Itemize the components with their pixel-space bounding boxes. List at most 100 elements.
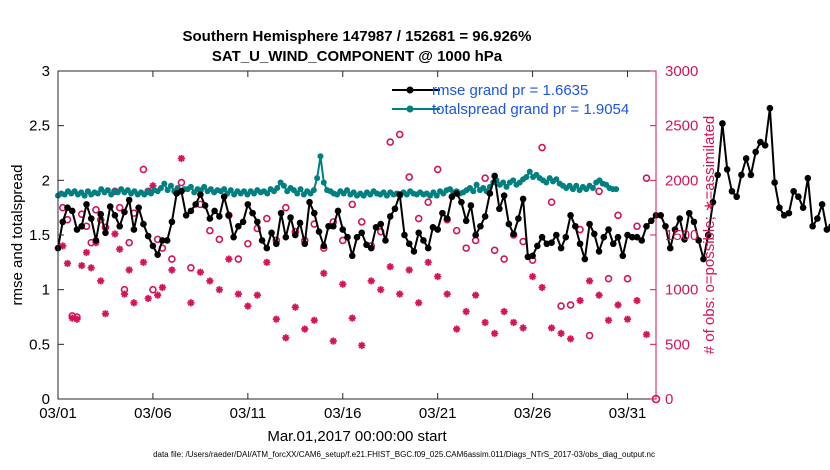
rmse-point (496, 205, 503, 213)
obs-possible-point (168, 255, 176, 263)
rmse-point (405, 240, 413, 248)
rmse-point (382, 237, 389, 244)
x-tick-label: 03/31 (609, 405, 647, 422)
rmse-point (377, 220, 385, 228)
rmse-point (367, 244, 375, 252)
obs-assimilated-point (500, 307, 508, 316)
rmse-point (600, 233, 608, 241)
rmse-point (201, 202, 209, 209)
rmse-point (363, 241, 370, 249)
rmse-point (647, 217, 655, 225)
spread-point (294, 190, 301, 197)
obs-assimilated-point (73, 315, 81, 323)
obs-assimilated-point (63, 259, 72, 268)
spread-point (473, 181, 480, 188)
rmse-point (738, 171, 745, 179)
obs-assimilated-point (310, 316, 318, 324)
rmse-point (182, 212, 190, 219)
spread-point (94, 190, 101, 197)
y-tick-label-right: 500 (665, 336, 690, 353)
spread-point (317, 153, 324, 160)
rmse-point (657, 212, 665, 219)
rmse-point (135, 204, 142, 211)
rmse-point (638, 237, 646, 244)
rmse-point (254, 218, 261, 226)
y-tick-label-right: 0 (665, 391, 673, 408)
y-tick-label-right: 2000 (665, 172, 698, 189)
obs-possible-point (585, 331, 594, 340)
obs-assimilated-point (595, 291, 603, 299)
obs-assimilated-point (519, 324, 527, 332)
rmse-point (757, 138, 764, 146)
spread-point (526, 168, 533, 175)
rmse-point (391, 205, 399, 213)
rmse-point (633, 233, 641, 241)
rmse-point (149, 242, 157, 250)
obs-assimilated-point (158, 283, 167, 292)
obs-possible-point (500, 255, 508, 263)
rmse-point (92, 237, 100, 244)
obs-possible-point (433, 165, 442, 174)
obs-assimilated-point (585, 277, 594, 285)
rmse-point (709, 198, 717, 206)
rmse-point (263, 244, 271, 252)
rmse-point (192, 201, 199, 208)
obs-possible-point (481, 174, 489, 182)
rmse-point (572, 222, 579, 230)
spread-point (167, 182, 174, 189)
rmse-point (443, 215, 451, 222)
obs-assimilated-point (538, 283, 546, 292)
y-tick-label-left: 1 (42, 282, 50, 299)
rmse-point (116, 222, 123, 230)
rmse-point (605, 226, 612, 233)
x-tick-label: 03/01 (39, 405, 77, 422)
obs-assimilated-point (196, 268, 204, 276)
rmse-point (671, 226, 679, 233)
rmse-point (534, 242, 541, 250)
rmse-point (334, 207, 342, 215)
spread-point (589, 184, 596, 191)
rmse-point (790, 187, 797, 195)
rmse-point (282, 233, 290, 241)
obs-possible-point (604, 274, 613, 283)
spread-point (221, 186, 228, 193)
rmse-point (619, 252, 627, 260)
obs-assimilated-point (329, 337, 337, 345)
obs-possible-point (414, 214, 423, 223)
rmse-point (472, 231, 479, 239)
spread-point (310, 187, 317, 194)
spread-point (523, 174, 530, 181)
rmse-point (728, 187, 736, 195)
rmse-point (761, 142, 769, 149)
y-tick-label-left: 1.5 (29, 227, 50, 244)
rmse-point (358, 229, 366, 237)
rmse-point (548, 239, 555, 246)
y-tick-label-left: 2 (42, 172, 50, 189)
rmse-point (723, 166, 731, 173)
obs-assimilated-point (547, 324, 556, 332)
obs-possible-point (566, 301, 575, 309)
y-tick-label-right: 2500 (665, 118, 698, 135)
rmse-layer (54, 104, 830, 263)
spread-point (227, 187, 234, 194)
rmse-point (486, 190, 494, 197)
x-tick-label: 03/06 (134, 405, 172, 422)
spread-point (344, 187, 351, 194)
x-tick-label: 03/11 (230, 405, 266, 422)
rmse-point (420, 237, 427, 244)
y-tick-label-left: 3 (42, 63, 50, 80)
obs-assimilated-point (434, 272, 442, 281)
obs-assimilated-point (101, 310, 110, 318)
rmse-point (700, 255, 707, 263)
rmse-point (742, 155, 750, 162)
obs-assimilated-point (120, 290, 129, 298)
rmse-point (695, 237, 703, 244)
rmse-point (823, 226, 830, 233)
obs-assimilated-point (291, 303, 299, 311)
rmse-point (315, 228, 323, 236)
y-tick-label-left: 2.5 (29, 118, 50, 135)
rmse-point (187, 207, 195, 215)
spread-point (161, 180, 168, 187)
obs-assimilated-point (187, 299, 195, 307)
rmse-point (130, 226, 138, 233)
